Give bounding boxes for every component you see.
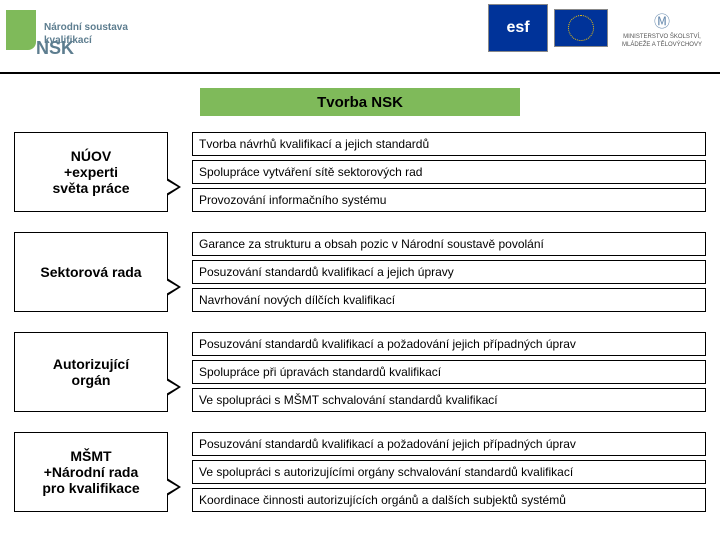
header-divider xyxy=(0,72,720,74)
callout-box: MŠMT +Národní rada pro kvalifikace xyxy=(14,432,168,512)
msmt-line1: MINISTERSTVO ŠKOLSTVÍ, xyxy=(623,34,701,40)
callout-box: Sektorová rada xyxy=(14,232,168,312)
desc-item: Posuzování standardů kvalifikací a požad… xyxy=(192,432,706,456)
desc-stack: Garance za strukturu a obsah pozic v Nár… xyxy=(192,232,706,312)
desc-item: Garance za strukturu a obsah pozic v Nár… xyxy=(192,232,706,256)
section-row: Autorizující orgán Posuzování standardů … xyxy=(14,332,706,412)
desc-item: Spolupráce vytváření sítě sektorových ra… xyxy=(192,160,706,184)
desc-item: Posuzování standardů kvalifikací a jejic… xyxy=(192,260,706,284)
title-bar: Tvorba NSK xyxy=(200,88,520,116)
header: Národní soustava kvalifikací NSK esf Ⓜ M… xyxy=(0,0,720,72)
esf-text: esf xyxy=(506,19,529,37)
callout-box: Autorizující orgán xyxy=(14,332,168,412)
callout-label: NÚOV +experti světa práce xyxy=(52,148,129,196)
header-right-logos: esf Ⓜ MINISTERSTVO ŠKOLSTVÍ, MLÁDEŽE A T… xyxy=(488,4,710,52)
callout-label: MŠMT +Národní rada pro kvalifikace xyxy=(42,448,139,496)
callout-label: Sektorová rada xyxy=(40,264,141,280)
section-row: Sektorová rada Garance za strukturu a ob… xyxy=(14,232,706,312)
msmt-logo-icon: Ⓜ MINISTERSTVO ŠKOLSTVÍ, MLÁDEŽE A TĚLOV… xyxy=(614,6,710,50)
green-block-icon xyxy=(6,10,36,50)
desc-stack: Posuzování standardů kvalifikací a požad… xyxy=(192,432,706,512)
desc-item: Ve spolupráci s autorizujícími orgány sc… xyxy=(192,460,706,484)
section-row: NÚOV +experti světa práce Tvorba návrhů … xyxy=(14,132,706,212)
title-text: Tvorba NSK xyxy=(317,94,403,111)
desc-item: Provozování informačního systému xyxy=(192,188,706,212)
brand-line1: Národní soustava xyxy=(44,22,128,33)
desc-stack: Tvorba návrhů kvalifikací a jejich stand… xyxy=(192,132,706,212)
desc-item: Navrhování nových dílčích kvalifikací xyxy=(192,288,706,312)
content-area: NÚOV +experti světa práce Tvorba návrhů … xyxy=(0,132,720,512)
desc-item: Posuzování standardů kvalifikací a požad… xyxy=(192,332,706,356)
desc-item: Spolupráce při úpravách standardů kvalif… xyxy=(192,360,706,384)
section-row: MŠMT +Národní rada pro kvalifikace Posuz… xyxy=(14,432,706,512)
msmt-symbol-icon: Ⓜ xyxy=(654,8,670,32)
eu-stars-icon xyxy=(568,15,594,41)
msmt-line2: MLÁDEŽE A TĚLOVÝCHOVY xyxy=(622,42,702,48)
desc-item: Tvorba návrhů kvalifikací a jejich stand… xyxy=(192,132,706,156)
desc-item: Koordinace činnosti autorizujících orgán… xyxy=(192,488,706,512)
callout-label: Autorizující orgán xyxy=(53,356,129,388)
callout-box: NÚOV +experti světa práce xyxy=(14,132,168,212)
desc-stack: Posuzování standardů kvalifikací a požad… xyxy=(192,332,706,412)
nsk-label: NSK xyxy=(36,38,74,59)
esf-logo-icon: esf xyxy=(488,4,548,52)
desc-item: Ve spolupráci s MŠMT schvalování standar… xyxy=(192,388,706,412)
eu-flag-icon xyxy=(554,9,608,47)
